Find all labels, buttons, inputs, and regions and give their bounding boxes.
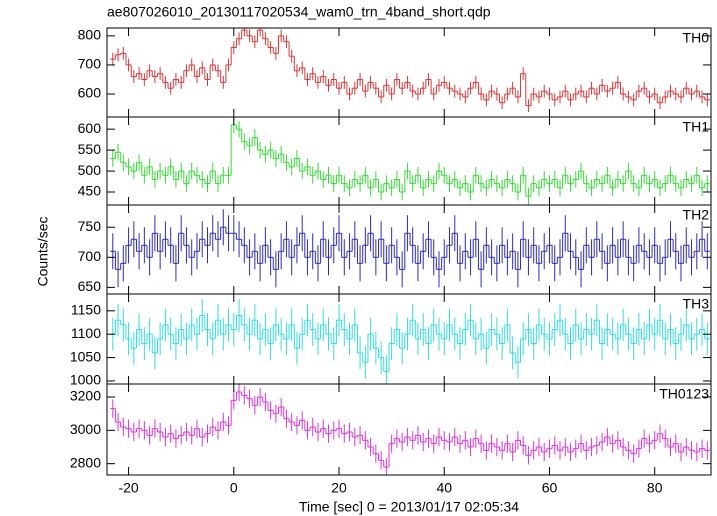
- x-tick-label: 40: [436, 480, 452, 496]
- y-tick-label: 700: [78, 56, 102, 72]
- y-tick-label: 3000: [70, 421, 101, 437]
- x-tick-label: 60: [542, 480, 558, 496]
- chart-title: ae807026010_20130117020534_wam0_trn_4ban…: [107, 4, 491, 20]
- y-tick-label: 650: [78, 278, 102, 294]
- y-tick-label: 750: [78, 218, 102, 234]
- panel-data: [110, 117, 710, 205]
- y-tick-label: 1050: [70, 348, 101, 364]
- panel-data: [110, 299, 710, 384]
- panel-frame: [106, 383, 712, 476]
- panel-frame: [106, 27, 712, 118]
- panel-label: TH1: [683, 119, 710, 135]
- panel-label: TH0: [683, 30, 710, 46]
- y-tick-label: 500: [78, 162, 102, 178]
- y-tick-label: 3200: [70, 388, 101, 404]
- y-tick-label: 800: [78, 27, 102, 43]
- panel-label: TH3: [683, 296, 710, 312]
- y-tick-label: 600: [78, 85, 102, 101]
- panel-data: [110, 209, 710, 288]
- x-tick-label: 20: [331, 480, 347, 496]
- y-axis-label: Counts/sec: [35, 216, 51, 286]
- y-tick-label: 1000: [70, 372, 101, 388]
- panel-label: TH0123: [659, 386, 709, 402]
- x-tick-label: 0: [230, 480, 238, 496]
- y-tick-label: 700: [78, 248, 102, 264]
- y-tick-label: 1100: [71, 325, 101, 341]
- x-tick-label: -20: [118, 480, 138, 496]
- x-axis-label: Time [sec] 0 = 2013/01/17 02:05:34: [299, 499, 519, 515]
- y-tick-label: 550: [78, 141, 102, 157]
- y-tick-label: 2800: [70, 454, 101, 470]
- y-tick-label: 450: [78, 183, 102, 199]
- panel-data: [110, 28, 710, 113]
- panel-data: [110, 384, 710, 475]
- x-tick-label: 80: [647, 480, 663, 496]
- y-tick-label: 600: [78, 120, 102, 136]
- panel-frame: [106, 116, 712, 206]
- panel-label: TH2: [683, 207, 710, 223]
- y-tick-label: 1150: [71, 302, 101, 318]
